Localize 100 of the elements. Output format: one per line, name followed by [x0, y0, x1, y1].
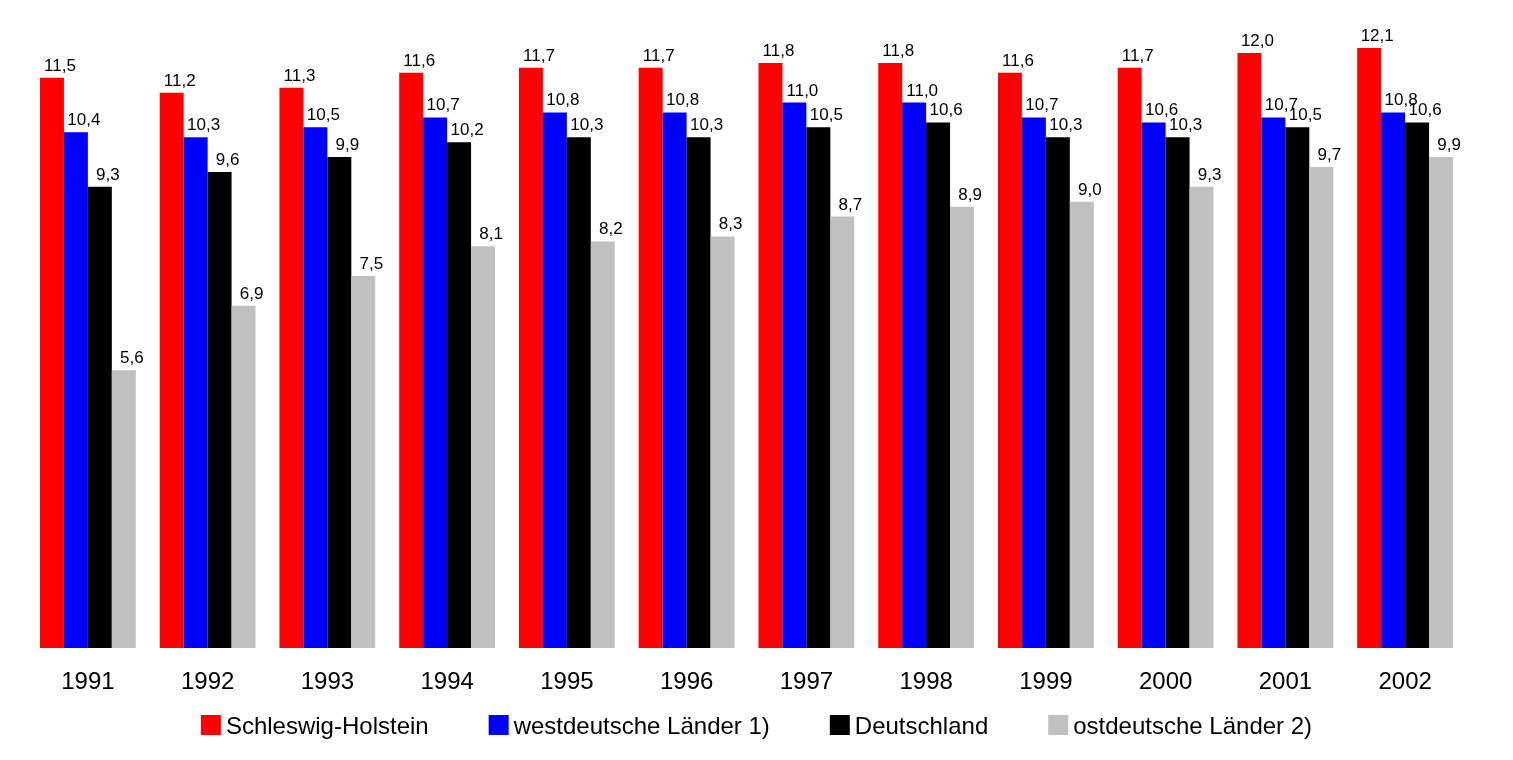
bar — [1021, 117, 1046, 648]
bar — [207, 171, 232, 648]
bar — [231, 305, 256, 648]
data-label: 10,7 — [1025, 95, 1059, 115]
bar — [1045, 137, 1070, 648]
data-label: 9,3 — [1197, 164, 1222, 184]
x-tick-label: 1993 — [300, 666, 355, 694]
bar — [1189, 186, 1214, 648]
bar — [399, 72, 424, 648]
bar — [1261, 117, 1286, 648]
bar — [997, 72, 1022, 648]
data-label: 11,6 — [1002, 50, 1034, 70]
bar — [926, 122, 951, 648]
bar — [686, 137, 711, 648]
data-label: 11,2 — [163, 70, 196, 90]
bar — [662, 112, 687, 648]
data-label: 8,2 — [598, 219, 623, 239]
data-label: 10,2 — [450, 120, 484, 140]
bar — [1405, 122, 1430, 648]
data-label: 10,5 — [306, 105, 340, 125]
data-label: 9,6 — [215, 149, 240, 169]
bar — [1357, 48, 1382, 648]
bar — [830, 216, 855, 648]
bar — [1285, 127, 1310, 648]
bar — [1117, 67, 1142, 648]
data-label: 10,3 — [187, 115, 221, 135]
x-tick-label: 1995 — [540, 666, 594, 694]
bar — [63, 132, 88, 648]
data-label: 10,5 — [809, 105, 843, 125]
bar — [303, 127, 328, 648]
data-label: 10,3 — [570, 115, 604, 135]
x-tick-label: 1991 — [61, 666, 115, 694]
x-tick-label: 1997 — [779, 666, 834, 694]
data-label: 11,7 — [1121, 45, 1154, 65]
bar — [518, 67, 543, 648]
data-label: 8,9 — [958, 184, 982, 204]
data-label: 8,1 — [479, 224, 503, 244]
data-label: 5,6 — [119, 348, 144, 368]
bar — [758, 62, 783, 648]
bar — [1381, 112, 1406, 648]
data-label: 7,5 — [359, 254, 384, 274]
bar — [1237, 52, 1262, 648]
bar — [542, 112, 567, 648]
data-label: 6,9 — [239, 283, 264, 303]
legend-label: Schleswig-Holstein — [225, 711, 429, 739]
data-label: 10,8 — [546, 90, 580, 110]
data-label: 10,3 — [690, 115, 724, 135]
data-label: 11,7 — [642, 45, 675, 65]
bar — [279, 87, 304, 648]
bar — [638, 67, 663, 648]
data-label: 10,6 — [929, 100, 963, 120]
bar — [87, 186, 112, 648]
data-label: 12,0 — [1240, 30, 1274, 50]
bar — [183, 137, 208, 648]
x-tick-label: 2000 — [1138, 666, 1193, 694]
x-tick-label: 1998 — [899, 666, 953, 694]
legend-label: Deutschland — [854, 711, 989, 739]
bar — [902, 102, 927, 648]
bar — [1069, 201, 1094, 648]
bar — [590, 241, 615, 648]
data-label: 10,8 — [666, 90, 700, 110]
x-tick-label: 1992 — [180, 666, 235, 694]
bar — [710, 236, 735, 648]
data-label: 11,8 — [882, 40, 915, 60]
x-tick-label: 1994 — [420, 666, 474, 694]
data-label: 11,6 — [403, 50, 436, 70]
bar — [1429, 157, 1454, 648]
bar — [878, 62, 903, 648]
legend-label: westdeutsche Länder 1) — [512, 711, 770, 739]
data-label: 11,3 — [283, 65, 316, 85]
data-label: 10,3 — [1049, 115, 1083, 135]
bar — [159, 92, 184, 648]
data-label: 10,4 — [67, 110, 101, 130]
bar — [471, 246, 496, 648]
data-label: 11,5 — [44, 55, 76, 75]
legend-label: ostdeutsche Länder 2) — [1073, 711, 1313, 739]
data-label: 11,8 — [762, 40, 795, 60]
bar — [1309, 167, 1334, 648]
data-label: 9,3 — [96, 164, 120, 184]
bar — [782, 102, 807, 648]
bar — [351, 276, 376, 648]
bar — [1165, 137, 1190, 648]
x-tick-label: 1996 — [659, 666, 714, 694]
data-label: 9,0 — [1077, 179, 1102, 199]
bar — [327, 157, 352, 648]
data-label: 11,0 — [786, 80, 819, 100]
bar — [111, 370, 136, 648]
data-label: 8,7 — [838, 194, 863, 214]
data-label: 12,1 — [1360, 26, 1394, 45]
bar — [566, 137, 591, 648]
data-label: 8,3 — [718, 214, 743, 234]
x-tick-label: 2001 — [1258, 666, 1313, 694]
data-label: 9,7 — [1317, 145, 1342, 165]
data-label: 9,9 — [1437, 135, 1461, 155]
data-label: 9,9 — [335, 135, 360, 155]
bar — [39, 77, 64, 648]
bar — [1141, 122, 1166, 648]
x-tick-label: 2002 — [1378, 666, 1432, 694]
data-label: 11,7 — [523, 45, 555, 65]
data-label: 11,0 — [906, 80, 939, 100]
